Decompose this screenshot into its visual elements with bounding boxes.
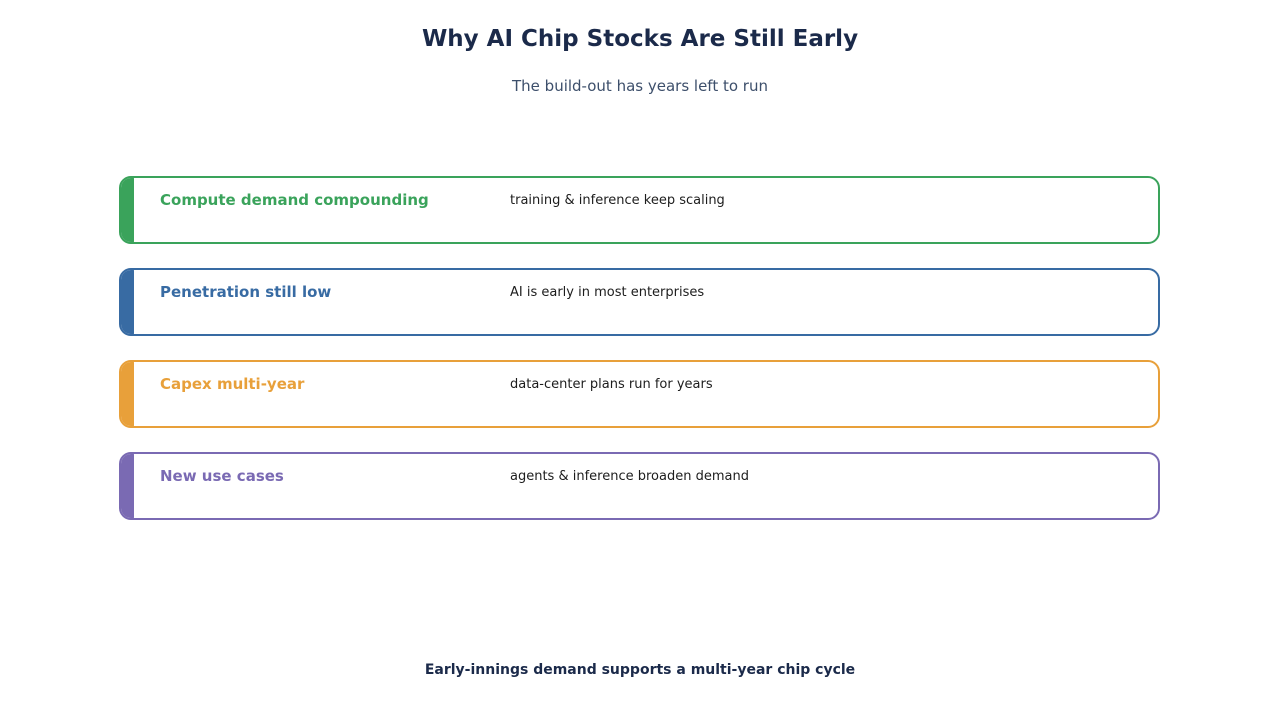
- reason-card-heading: New use cases: [160, 467, 284, 485]
- footer-takeaway: Early-innings demand supports a multi-ye…: [424, 662, 856, 678]
- reason-card-accent-bar: [121, 178, 134, 242]
- reason-card-new-use-cases: New use cases agents & inference broaden…: [119, 452, 1160, 520]
- reason-card-heading: Penetration still low: [160, 283, 332, 301]
- reason-card-description: data-center plans run for years: [510, 377, 713, 392]
- reason-card-description: training & inference keep scaling: [510, 193, 725, 208]
- reason-card-accent-bar: [121, 270, 134, 334]
- reason-card-heading: Compute demand compounding: [160, 191, 429, 209]
- reason-card-accent-bar: [121, 454, 134, 518]
- reason-card-capex: Capex multi-year data-center plans run f…: [119, 360, 1160, 428]
- reason-card-description: agents & inference broaden demand: [510, 469, 749, 484]
- reason-card-compute-demand: Compute demand compounding training & in…: [119, 176, 1160, 244]
- reason-card-description: AI is early in most enterprises: [510, 285, 705, 300]
- page-title: Why AI Chip Stocks Are Still Early: [421, 26, 859, 52]
- page-subtitle: The build-out has years left to run: [512, 77, 768, 95]
- reason-card-penetration: Penetration still low AI is early in mos…: [119, 268, 1160, 336]
- reason-card-heading: Capex multi-year: [160, 375, 305, 393]
- reason-card-accent-bar: [121, 362, 134, 426]
